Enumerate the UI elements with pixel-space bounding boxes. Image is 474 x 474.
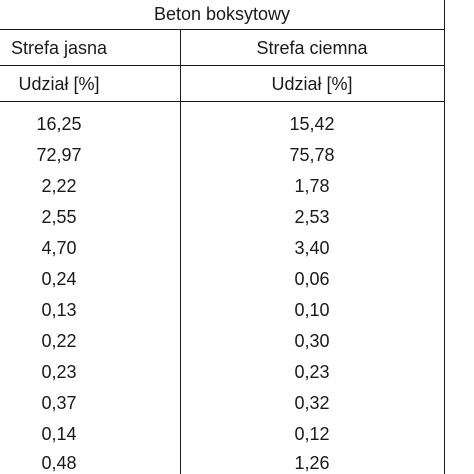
cell-col2: 0,23 — [294, 362, 330, 382]
rule-below-column-headers — [0, 65, 444, 66]
rule-below-group-header — [0, 29, 444, 30]
cell-col1: 2,55 — [41, 207, 77, 227]
group-header: Beton boksytowy — [153, 4, 291, 24]
cell-col2: 0,12 — [294, 424, 330, 444]
column-header-strefa-ciemna: Strefa ciemna — [256, 38, 368, 58]
cell-col2: 0,30 — [294, 331, 330, 351]
rule-right-border — [444, 0, 445, 474]
unit-header-col1: Udział [%] — [18, 74, 100, 94]
cell-col1: 0,37 — [41, 393, 77, 413]
rule-column-divider — [180, 29, 181, 474]
cell-col2: 15,42 — [289, 114, 335, 134]
cell-col1: 0,14 — [41, 424, 77, 444]
rule-below-units — [0, 101, 444, 102]
cell-col2: 0,32 — [294, 393, 330, 413]
cell-col1: 2,22 — [41, 176, 77, 196]
cell-col2: 75,78 — [289, 145, 335, 165]
cell-col1: 72,97 — [36, 145, 82, 165]
cell-col1: 0,23 — [41, 362, 77, 382]
cell-col2: 2,53 — [294, 207, 330, 227]
cell-col2: 1,78 — [294, 176, 330, 196]
cell-col1: 0,13 — [41, 300, 77, 320]
cell-col1: 0,48 — [41, 453, 77, 473]
cell-col1: 0,22 — [41, 331, 77, 351]
cell-col2: 0,06 — [294, 269, 330, 289]
unit-header-col2: Udział [%] — [271, 74, 353, 94]
cell-col1: 4,70 — [41, 238, 77, 258]
column-header-strefa-jasna: Strefa jasna — [10, 38, 108, 58]
cell-col2: 0,10 — [294, 300, 330, 320]
cell-col1: 16,25 — [36, 114, 82, 134]
cell-col2: 3,40 — [294, 238, 330, 258]
cell-col1: 0,24 — [41, 269, 77, 289]
cell-col2: 1,26 — [294, 453, 330, 473]
